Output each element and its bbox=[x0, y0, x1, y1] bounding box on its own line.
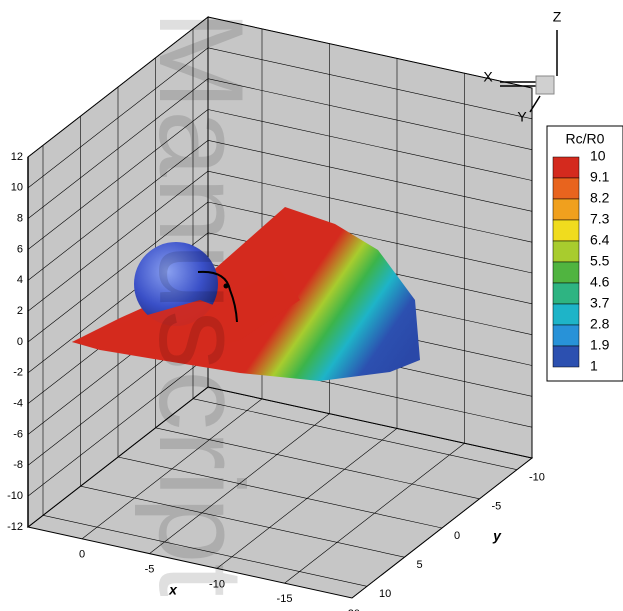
z-tick-label: 8 bbox=[17, 213, 23, 225]
z-tick-label: 0 bbox=[17, 336, 23, 348]
z-tick-label: 10 bbox=[11, 182, 23, 194]
z-tick-label: -4 bbox=[13, 398, 23, 410]
colorbar-label: 5.5 bbox=[590, 253, 610, 269]
chart: -12-10-8-6-4-20246810120-5-10-15-20-10-5… bbox=[0, 0, 623, 611]
z-tick-label: 6 bbox=[17, 243, 23, 255]
colorbar-label: 1.9 bbox=[590, 337, 610, 353]
z-tick-label: 12 bbox=[11, 151, 23, 163]
y-tick-label: 5 bbox=[417, 559, 423, 571]
colorbar-band bbox=[553, 157, 579, 178]
z-tick-label: -6 bbox=[13, 428, 23, 440]
colorbar-label: 7.3 bbox=[590, 211, 610, 227]
x-tick-label: 0 bbox=[79, 549, 85, 561]
y-tick-label: 10 bbox=[379, 588, 391, 600]
colorbar-band bbox=[553, 199, 579, 220]
watermark: Manuscript bbox=[134, 10, 268, 597]
colorbar-label: 3.7 bbox=[590, 295, 610, 311]
colorbar-band bbox=[553, 283, 579, 304]
colorbar-band bbox=[553, 262, 579, 283]
z-tick-label: 4 bbox=[17, 274, 23, 286]
colorbar-band bbox=[553, 346, 579, 367]
triad-y: Y bbox=[517, 109, 527, 125]
y-tick-label: -10 bbox=[529, 472, 545, 484]
x-tick-label: -15 bbox=[277, 593, 293, 605]
colorbar: Rc/R0 10 9.1 8.2 7.3 6.4 5.5 4.6 3.7 2.8 1.9 1 bbox=[547, 126, 623, 381]
z-tick-label: -8 bbox=[13, 459, 23, 471]
colorbar-label: 2.8 bbox=[590, 316, 610, 332]
z-tick-label: -12 bbox=[7, 521, 23, 533]
z-tick-label: 2 bbox=[17, 305, 23, 317]
colorbar-label: 9.1 bbox=[590, 169, 610, 185]
colorbar-title: Rc/R0 bbox=[566, 131, 605, 147]
colorbar-band bbox=[553, 220, 579, 241]
triad-z: Z bbox=[553, 9, 562, 25]
colorbar-band bbox=[553, 241, 579, 262]
z-tick-label: -10 bbox=[7, 490, 23, 502]
colorbar-label: 6.4 bbox=[590, 232, 610, 248]
y-tick-label: -5 bbox=[492, 501, 502, 513]
x-axis-label: x bbox=[168, 582, 178, 598]
colorbar-label: 1 bbox=[590, 358, 598, 374]
colorbar-band bbox=[553, 325, 579, 346]
colorbar-label: 10 bbox=[590, 148, 606, 164]
colorbar-band bbox=[553, 178, 579, 199]
colorbar-label: 8.2 bbox=[590, 190, 610, 206]
colorbar-band bbox=[553, 304, 579, 325]
z-tick-label: -2 bbox=[13, 367, 23, 379]
triad-x: X bbox=[483, 69, 493, 85]
y-axis-label: y bbox=[492, 528, 502, 544]
y-tick-label: 0 bbox=[454, 530, 460, 542]
colorbar-label: 4.6 bbox=[590, 274, 610, 290]
